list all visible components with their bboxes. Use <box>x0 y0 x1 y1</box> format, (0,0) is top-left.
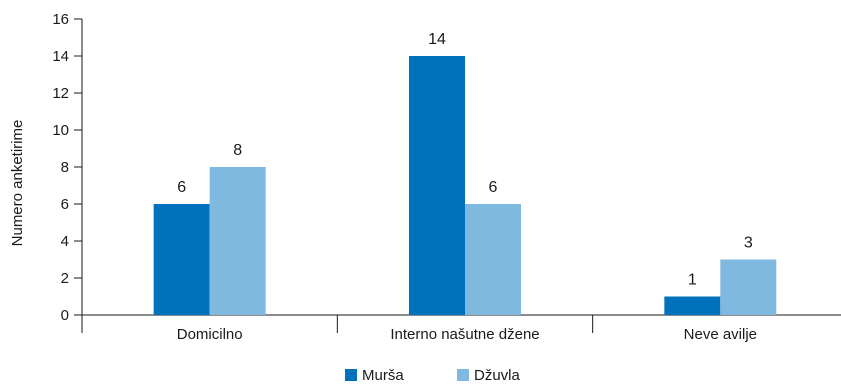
bar-series-2 <box>720 259 777 315</box>
x-tick-label: Interno našutne džene <box>390 326 539 343</box>
x-tick-label: Neve avilje <box>684 326 757 343</box>
x-axis: Domicilno Interno našutne džene Neve avilj… <box>81 314 841 343</box>
bar-series-2 <box>209 167 266 315</box>
x-tick-label: Domicilno <box>177 326 243 343</box>
y-tick-label: 2 <box>61 270 69 287</box>
data-label: 1 <box>688 272 697 289</box>
bar-series-1 <box>409 56 465 315</box>
data-label: 6 <box>489 179 498 196</box>
bar-series-1 <box>153 204 210 315</box>
legend-label: Džuvla <box>474 367 521 384</box>
y-tick-label: 8 <box>61 159 69 176</box>
legend-label: Murša <box>362 367 404 384</box>
legend: Murša Džuvla <box>345 367 521 384</box>
data-label: 3 <box>744 235 753 252</box>
data-label: 8 <box>233 142 242 159</box>
y-axis: 0 2 4 6 8 10 12 14 16 <box>52 11 83 324</box>
bar-series-2 <box>465 204 521 315</box>
data-label: 6 <box>177 179 186 196</box>
y-tick-label: 4 <box>61 233 69 250</box>
y-tick-label: 10 <box>52 122 69 139</box>
y-tick-label: 14 <box>52 48 69 65</box>
data-label: 14 <box>428 31 446 48</box>
y-tick-label: 16 <box>52 11 69 28</box>
y-tick-label: 0 <box>61 307 69 324</box>
legend-swatch <box>345 369 357 381</box>
legend-swatch <box>457 369 469 381</box>
bar-series-1 <box>664 296 721 315</box>
y-tick-label: 12 <box>52 85 69 102</box>
data-labels: 6 8 14 6 1 3 <box>177 31 753 289</box>
y-tick-label: 6 <box>61 196 69 213</box>
y-axis-title: Numero anketirime <box>9 120 26 247</box>
bars <box>153 56 777 315</box>
